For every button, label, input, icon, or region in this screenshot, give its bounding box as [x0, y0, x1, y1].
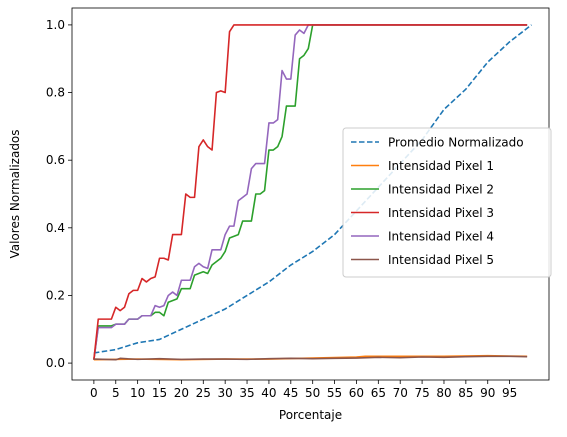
x-tick-label: 0 [90, 386, 98, 400]
x-tick-label: 10 [130, 386, 145, 400]
y-axis-label: Valores Normalizados [8, 129, 22, 258]
y-tick-label: 0.0 [46, 356, 65, 370]
x-tick-label: 55 [327, 386, 342, 400]
series-line-1 [93, 24, 532, 354]
series-line-6 [93, 355, 528, 361]
series-line-4 [93, 24, 528, 360]
x-tick-label: 15 [152, 386, 167, 400]
x-tick-label: 20 [174, 386, 189, 400]
y-tick-label: 0.2 [46, 288, 65, 302]
x-axis-label: Porcentaje [279, 408, 342, 422]
legend-label-6: Intensidad Pixel 5 [388, 253, 494, 267]
x-tick-label: 95 [502, 386, 517, 400]
x-tick-label: 75 [414, 386, 429, 400]
legend-label-2: Intensidad Pixel 1 [388, 159, 494, 173]
legend-box [342, 127, 552, 278]
x-tick-label: 70 [393, 386, 408, 400]
legend-label-1: Promedio Normalizado [388, 136, 524, 150]
x-tick-label: 65 [371, 386, 386, 400]
legend: Promedio Normalizado Intensidad Pixel 1 In… [342, 127, 552, 278]
y-tick-label: 1.0 [46, 18, 65, 32]
x-tick-label: 25 [196, 386, 211, 400]
x-tick-label: 5 [112, 386, 120, 400]
y-tick-label: 0.6 [46, 153, 65, 167]
y-tick-label: 0.4 [46, 221, 65, 235]
y-tick-label: 0.8 [46, 86, 65, 100]
x-tick-label: 60 [349, 386, 364, 400]
legend-label-5: Intensidad Pixel 4 [388, 230, 494, 244]
plot-lines [93, 24, 532, 361]
x-tick-label: 80 [436, 386, 451, 400]
x-tick-label: 85 [458, 386, 473, 400]
x-tick-label: 45 [283, 386, 298, 400]
series-line-5 [93, 24, 528, 360]
x-axis-ticks: 0 5 10 15 20 25 30 35 40 45 50 55 60 65 70 75 80 85 90 95 [90, 380, 517, 400]
y-axis-ticks: 0.0 0.2 0.4 0.6 0.8 1.0 [46, 18, 72, 370]
legend-label-4: Intensidad Pixel 3 [388, 206, 494, 220]
x-tick-label: 35 [239, 386, 254, 400]
x-tick-label: 30 [218, 386, 233, 400]
x-tick-label: 40 [261, 386, 276, 400]
x-tick-label: 90 [480, 386, 495, 400]
x-tick-label: 50 [305, 386, 320, 400]
legend-label-3: Intensidad Pixel 2 [388, 183, 494, 197]
